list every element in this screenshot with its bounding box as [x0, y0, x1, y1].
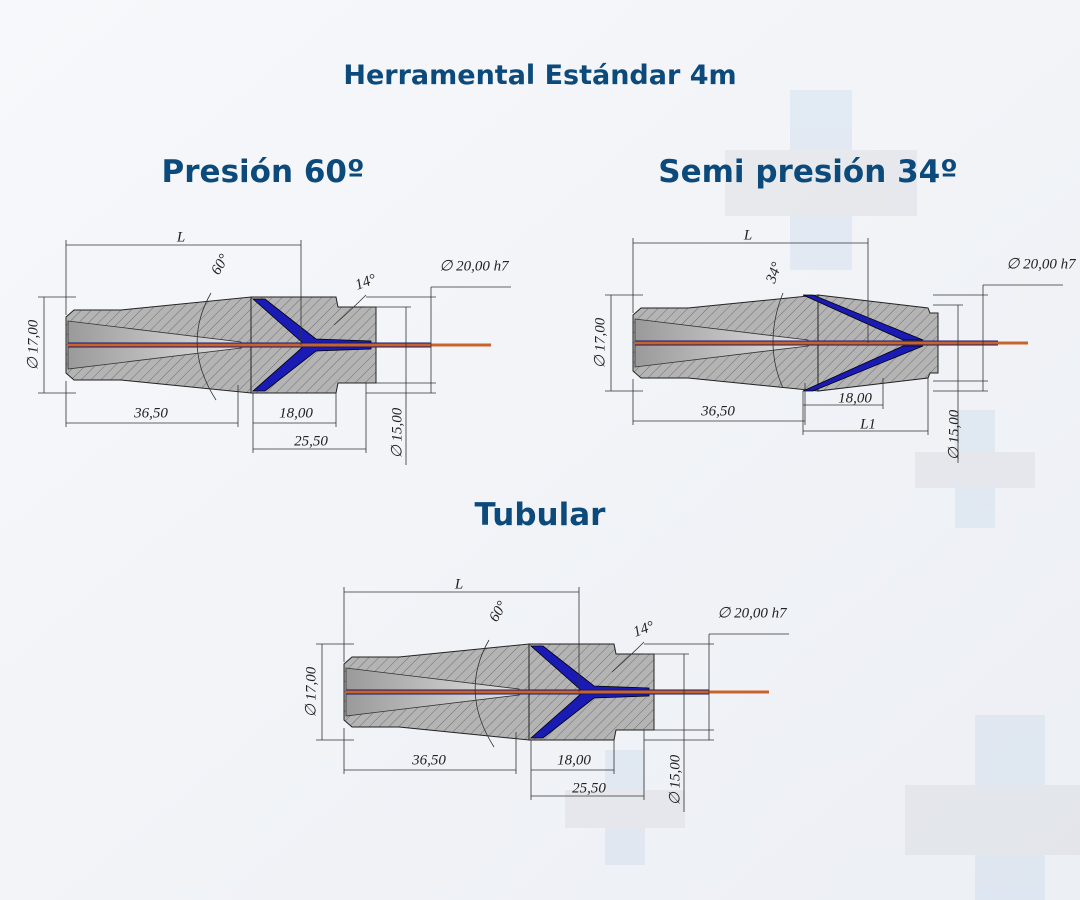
- dimension-label: 14°: [353, 271, 378, 293]
- dimension-label: 14°: [631, 618, 656, 640]
- dimension-label: 25,50: [294, 433, 328, 449]
- dimension-label: ∅ 20,00 h7: [717, 605, 788, 621]
- section-title: Tubular: [475, 497, 607, 533]
- dimension-label: 18,00: [557, 752, 591, 768]
- dimension-label: 18,00: [838, 390, 872, 406]
- angle-arc: [333, 294, 367, 326]
- dimension-label: L: [743, 227, 752, 243]
- dimension-label: ∅ 20,00 h7: [439, 258, 510, 274]
- dimension-label: ∅ 17,00: [303, 666, 319, 717]
- dimension-label: 36,50: [133, 405, 168, 421]
- dimension-label: L: [454, 576, 463, 592]
- angle-arc: [772, 292, 784, 389]
- die-insert: [802, 294, 924, 341]
- dimension-label: 34°: [763, 260, 786, 286]
- dimension-label: L: [176, 229, 185, 245]
- dimension-label: ∅ 15,00: [946, 409, 962, 460]
- dimension-label: L1: [859, 416, 876, 432]
- section-title: Presión 60º: [162, 154, 365, 190]
- dimension-label: ∅ 15,00: [389, 407, 405, 458]
- dimension-label: ∅ 15,00: [667, 754, 683, 805]
- dimension-label: 18,00: [279, 405, 313, 421]
- dimension-label: 36,50: [411, 752, 446, 768]
- angle-arc: [474, 639, 495, 748]
- dimension-label: ∅ 17,00: [25, 319, 41, 370]
- dimension-label: ∅ 17,00: [592, 317, 608, 368]
- die-insert: [802, 345, 924, 392]
- page-title: Herramental Estándar 4m: [343, 60, 736, 91]
- section-title: Semi presión 34º: [658, 154, 957, 190]
- angle-arc: [196, 292, 217, 401]
- dimension-label: 36,50: [700, 403, 735, 419]
- decorative-crosses: [565, 90, 1080, 900]
- angle-arc: [611, 641, 645, 673]
- dimension-label: ∅ 20,00 h7: [1006, 256, 1077, 272]
- dimension-label: 25,50: [572, 780, 606, 796]
- tool-drawing: L 34° ∅ 20,00 h7 ∅ 17,00 36,50 18,00 L1 ∅ 15,00: [592, 227, 1077, 463]
